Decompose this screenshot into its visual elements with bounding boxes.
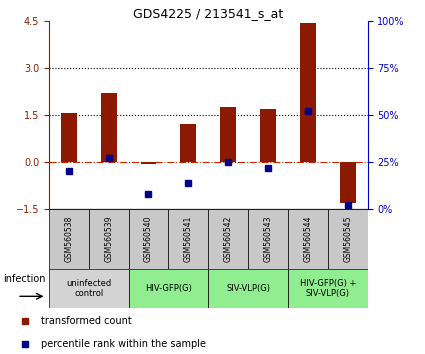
Text: infection: infection: [3, 274, 45, 284]
Bar: [248, 209, 288, 269]
Bar: [168, 209, 208, 269]
Bar: [49, 209, 89, 269]
Bar: [141, 162, 156, 164]
Bar: [208, 209, 248, 269]
Text: HIV-GFP(G): HIV-GFP(G): [145, 284, 192, 293]
Bar: [128, 209, 168, 269]
Text: GSM560541: GSM560541: [184, 216, 193, 262]
Text: GSM560544: GSM560544: [303, 216, 312, 262]
Bar: [61, 114, 77, 162]
Text: GSM560543: GSM560543: [264, 216, 272, 262]
Bar: [180, 125, 196, 162]
Text: SIV-VLP(G): SIV-VLP(G): [226, 284, 270, 293]
Bar: [288, 269, 368, 308]
Text: uninfected
control: uninfected control: [66, 279, 111, 298]
Bar: [49, 269, 128, 308]
Text: GSM560545: GSM560545: [343, 216, 352, 262]
Bar: [208, 269, 288, 308]
Bar: [89, 209, 128, 269]
Text: transformed count: transformed count: [41, 316, 131, 326]
Bar: [101, 93, 116, 162]
Bar: [300, 23, 316, 162]
Text: GSM560539: GSM560539: [104, 216, 113, 262]
Text: GSM560540: GSM560540: [144, 216, 153, 262]
Bar: [260, 109, 276, 162]
Bar: [128, 269, 208, 308]
Bar: [340, 162, 356, 202]
Text: HIV-GFP(G) +
SIV-VLP(G): HIV-GFP(G) + SIV-VLP(G): [300, 279, 356, 298]
Title: GDS4225 / 213541_s_at: GDS4225 / 213541_s_at: [133, 7, 283, 20]
Text: GSM560538: GSM560538: [64, 216, 73, 262]
Text: GSM560542: GSM560542: [224, 216, 232, 262]
Bar: [220, 107, 236, 162]
Text: percentile rank within the sample: percentile rank within the sample: [41, 339, 206, 349]
Bar: [328, 209, 368, 269]
Bar: [288, 209, 328, 269]
